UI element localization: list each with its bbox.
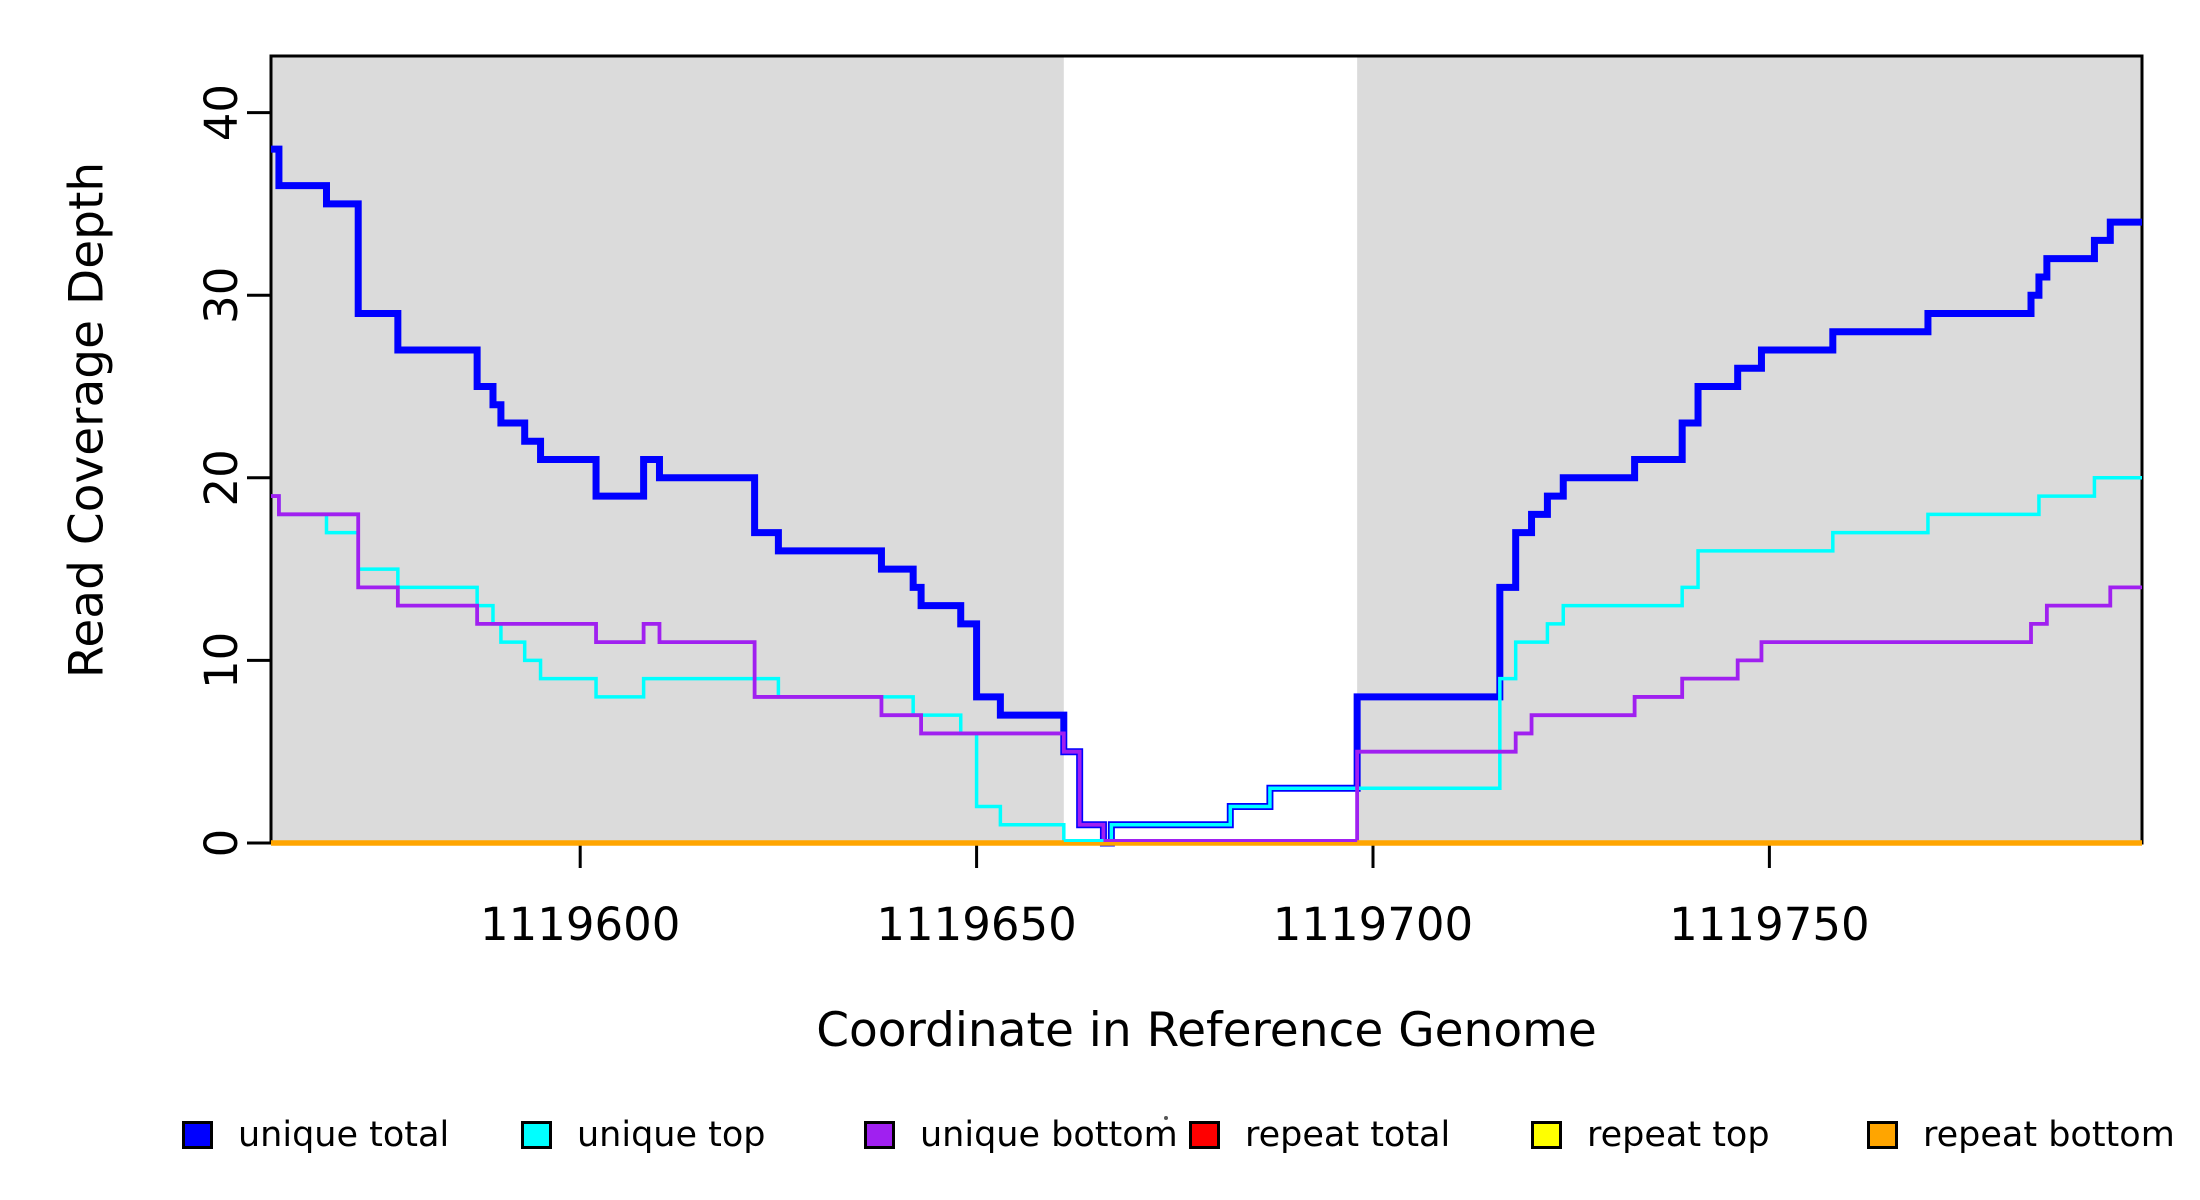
- y-tick-label: 40: [195, 84, 248, 141]
- legend-label: unique bottom: [920, 1115, 1178, 1155]
- y-tick-label: 20: [195, 449, 248, 506]
- legend-item-unique-bottom: unique bottom: [864, 1115, 1178, 1155]
- legend-label: unique total: [238, 1115, 450, 1155]
- legend-swatch-repeat-total-icon: [1189, 1121, 1220, 1149]
- right-gray-band: [1357, 56, 2142, 843]
- legend-swatch-unique-total-icon: [182, 1121, 213, 1149]
- legend-swatch-unique-top-icon: [521, 1121, 552, 1149]
- y-tick-label: 0: [195, 829, 248, 858]
- legend-label: repeat total: [1245, 1115, 1451, 1155]
- y-tick-label: 30: [195, 267, 248, 324]
- x-tick-label: 1119600: [480, 898, 680, 951]
- legend-item-repeat-total: repeat total: [1189, 1115, 1451, 1155]
- legend-swatch-unique-bottom-icon: [864, 1121, 895, 1149]
- legend-item-unique-top: unique top: [521, 1115, 766, 1155]
- series-unique_top: [271, 476, 2142, 845]
- x-tick-label: 1119750: [1669, 898, 1869, 951]
- y-axis-title: Read Coverage Depth: [59, 161, 115, 679]
- x-tick-label: 1119650: [876, 898, 1076, 951]
- legend-label: repeat bottom: [1923, 1115, 2175, 1155]
- legend-item-unique-total: unique total: [182, 1115, 450, 1155]
- y-tick-label: 10: [195, 632, 248, 689]
- legend-swatch-repeat-top-icon: [1531, 1121, 1562, 1149]
- left-gray-band: [271, 56, 1064, 843]
- legend-label: repeat top: [1587, 1115, 1770, 1155]
- stray-dot: [1164, 1116, 1168, 1120]
- legend-label: unique top: [577, 1115, 766, 1155]
- legend-item-repeat-bottom: repeat bottom: [1867, 1115, 2175, 1155]
- x-axis-title: Coordinate in Reference Genome: [816, 1003, 1597, 1058]
- legend-item-repeat-top: repeat top: [1531, 1115, 1770, 1155]
- x-tick-label: 1119700: [1273, 898, 1473, 951]
- legend-swatch-repeat-bottom-icon: [1867, 1121, 1898, 1149]
- series-unique_bottom: [271, 494, 2142, 845]
